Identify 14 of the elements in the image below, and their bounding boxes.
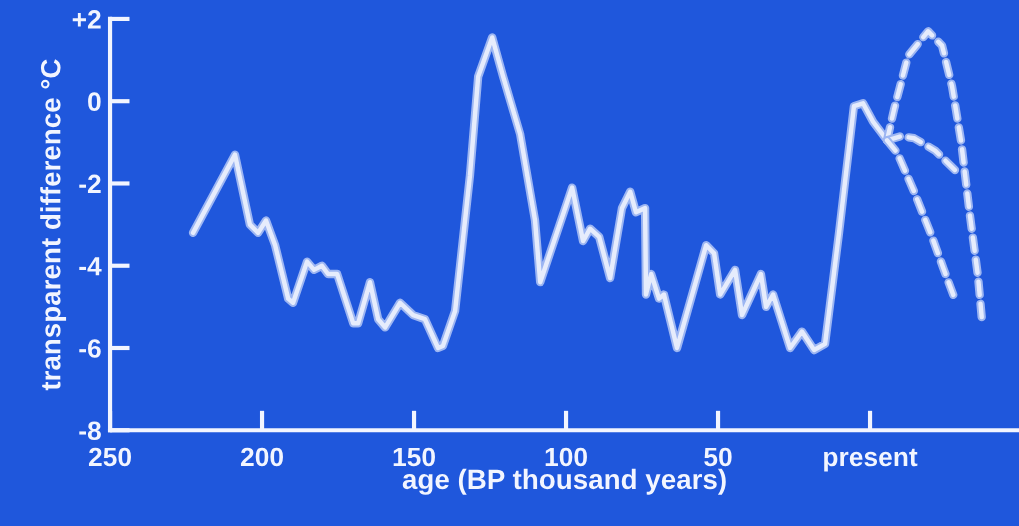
x-tick-label: 150 (393, 447, 435, 467)
y-tick-label: -2 (79, 174, 101, 194)
x-tick-label: 250 (88, 447, 131, 467)
y-tick-label: -4 (79, 257, 102, 276)
y-tick-label: -6 (79, 339, 101, 358)
y-tick-label: +2 (72, 10, 101, 29)
y-tick-label: 0 (88, 92, 101, 112)
y-axis-title: transparent difference °C (40, 59, 67, 391)
x-axis-title: age (BP thousand years) (402, 468, 726, 495)
x-tick-label: 100 (545, 447, 587, 467)
x-tick-label: present (824, 448, 918, 472)
y-tick-label: -8 (79, 421, 101, 441)
x-tick-label: 50 (704, 447, 732, 467)
x-tick-label: 200 (240, 447, 283, 467)
